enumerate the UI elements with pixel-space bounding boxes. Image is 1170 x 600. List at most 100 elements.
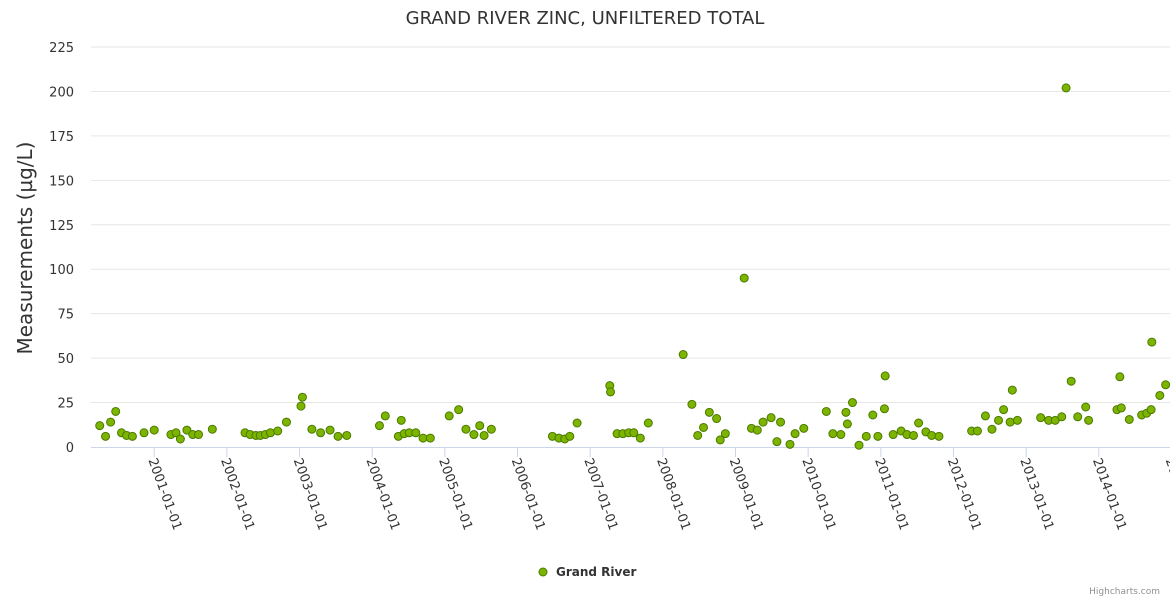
data-point[interactable] [1147, 337, 1157, 347]
data-point[interactable] [342, 430, 352, 440]
data-point[interactable] [836, 430, 846, 440]
data-point[interactable] [101, 431, 111, 441]
data-point[interactable] [380, 411, 390, 421]
data-point[interactable] [374, 421, 384, 431]
data-point[interactable] [1146, 405, 1156, 415]
data-point[interactable] [1012, 415, 1022, 425]
data-point[interactable] [1061, 83, 1071, 93]
data-point[interactable] [297, 392, 307, 402]
data-point[interactable] [106, 417, 116, 427]
data-point[interactable] [1066, 376, 1076, 386]
data-point[interactable] [914, 418, 924, 428]
data-point[interactable] [879, 404, 889, 414]
data-point[interactable] [888, 430, 898, 440]
data-point[interactable] [758, 417, 768, 427]
data-point[interactable] [699, 422, 709, 432]
data-point[interactable] [687, 399, 697, 409]
data-point[interactable] [847, 398, 857, 408]
data-point[interactable] [799, 423, 809, 433]
data-point[interactable] [1116, 403, 1126, 413]
data-point[interactable] [678, 350, 688, 360]
data-point[interactable] [572, 418, 582, 428]
data-point[interactable] [972, 426, 982, 436]
data-point[interactable] [934, 431, 944, 441]
data-point[interactable] [461, 424, 471, 434]
data-point[interactable] [987, 424, 997, 434]
data-point[interactable] [316, 428, 326, 438]
data-point[interactable] [1007, 385, 1017, 395]
data-point[interactable] [880, 371, 890, 381]
data-point[interactable] [1115, 372, 1125, 382]
data-point[interactable] [396, 415, 406, 425]
data-point[interactable] [149, 425, 159, 435]
data-point[interactable] [479, 430, 489, 440]
data-point[interactable] [643, 418, 653, 428]
data-point[interactable] [207, 424, 217, 434]
data-point[interactable] [307, 424, 317, 434]
data-point[interactable] [1073, 412, 1083, 422]
data-point[interactable] [772, 437, 782, 447]
data-point[interactable] [704, 407, 714, 417]
data-point[interactable] [720, 429, 730, 439]
data-point[interactable] [325, 425, 335, 435]
data-point[interactable] [752, 425, 762, 435]
data-point[interactable] [715, 435, 725, 445]
data-point[interactable] [475, 421, 485, 431]
data-point[interactable] [194, 430, 204, 440]
data-point[interactable] [861, 431, 871, 441]
legend[interactable]: Grand River [538, 565, 636, 579]
data-point[interactable] [1081, 402, 1091, 412]
data-point[interactable] [411, 428, 421, 438]
data-point[interactable] [1155, 390, 1165, 400]
data-point[interactable] [868, 410, 878, 420]
data-point[interactable] [635, 433, 645, 443]
data-point[interactable] [739, 273, 749, 283]
data-point[interactable] [854, 440, 864, 450]
data-point[interactable] [821, 406, 831, 416]
data-point[interactable] [790, 429, 800, 439]
data-point[interactable] [425, 433, 435, 443]
data-point[interactable] [927, 430, 937, 440]
data-point[interactable] [1005, 417, 1015, 427]
data-point[interactable] [454, 405, 464, 415]
data-point[interactable] [127, 431, 137, 441]
data-point[interactable] [265, 428, 275, 438]
data-point[interactable] [909, 430, 919, 440]
data-point[interactable] [111, 406, 121, 416]
data-point[interactable] [629, 428, 639, 438]
data-point[interactable] [333, 431, 343, 441]
data-point[interactable] [712, 414, 722, 424]
data-point[interactable] [273, 426, 283, 436]
legend-item-label[interactable]: Grand River [556, 565, 636, 579]
data-point[interactable] [565, 431, 575, 441]
data-point[interactable] [766, 413, 776, 423]
data-point[interactable] [296, 401, 306, 411]
data-point[interactable] [171, 428, 181, 438]
data-point[interactable] [776, 417, 786, 427]
data-point[interactable] [841, 407, 851, 417]
data-point[interactable] [281, 417, 291, 427]
data-point[interactable] [469, 430, 479, 440]
data-point[interactable] [1057, 412, 1067, 422]
data-point[interactable] [1161, 380, 1170, 390]
data-point[interactable] [1124, 414, 1134, 424]
data-point[interactable] [873, 431, 883, 441]
data-point[interactable] [182, 425, 192, 435]
data-point[interactable] [1036, 413, 1046, 423]
data-point[interactable] [95, 421, 105, 431]
x-tick-label: 2013-01-01 [1016, 456, 1056, 532]
data-point[interactable] [486, 424, 496, 434]
data-point[interactable] [980, 411, 990, 421]
data-point[interactable] [842, 419, 852, 429]
data-point[interactable] [606, 387, 616, 397]
credits-link[interactable]: Highcharts.com [1089, 587, 1160, 597]
data-point[interactable] [994, 415, 1004, 425]
data-point[interactable] [444, 411, 454, 421]
data-point[interactable] [785, 439, 795, 449]
data-point[interactable] [828, 429, 838, 439]
data-point[interactable] [1084, 415, 1094, 425]
data-point[interactable] [693, 430, 703, 440]
data-point[interactable] [175, 434, 185, 444]
data-point[interactable] [139, 428, 149, 438]
data-point[interactable] [999, 405, 1009, 415]
